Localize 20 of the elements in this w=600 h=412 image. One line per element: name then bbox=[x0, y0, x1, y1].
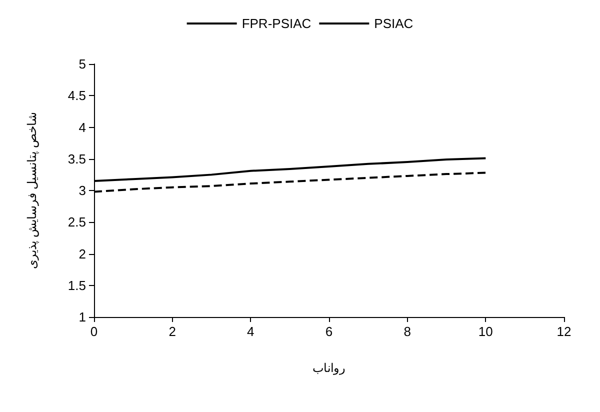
x-tick-label: 12 bbox=[556, 324, 572, 339]
y-tick-label: 5 bbox=[78, 56, 86, 72]
x-tick-label: 8 bbox=[404, 324, 411, 339]
x-tick-label: 6 bbox=[325, 324, 333, 339]
y-tick-label: 4.5 bbox=[68, 88, 86, 104]
legend-label: FPR-PSIAC bbox=[242, 16, 312, 31]
y-axis-title: شاخص پتانسیل فرسایش پذیری bbox=[25, 112, 39, 270]
y-tick-label: 3 bbox=[78, 183, 86, 198]
y-tick-label: 1.5 bbox=[68, 278, 86, 293]
x-tick-label: 10 bbox=[478, 324, 493, 339]
legend-label: PSIAC bbox=[374, 16, 414, 31]
y-tick-label: 1 bbox=[78, 310, 86, 324]
x-tick-label: 0 bbox=[90, 324, 98, 339]
x-axis-title: رواناب bbox=[312, 361, 346, 375]
y-tick-label: 4 bbox=[78, 120, 86, 135]
x-tick-label: 2 bbox=[168, 324, 176, 339]
x-tick-label: 4 bbox=[247, 324, 254, 339]
y-tick-label: 2.5 bbox=[68, 214, 86, 230]
y-tick-label: 2 bbox=[78, 246, 86, 262]
y-tick-label: 3.5 bbox=[68, 151, 86, 166]
